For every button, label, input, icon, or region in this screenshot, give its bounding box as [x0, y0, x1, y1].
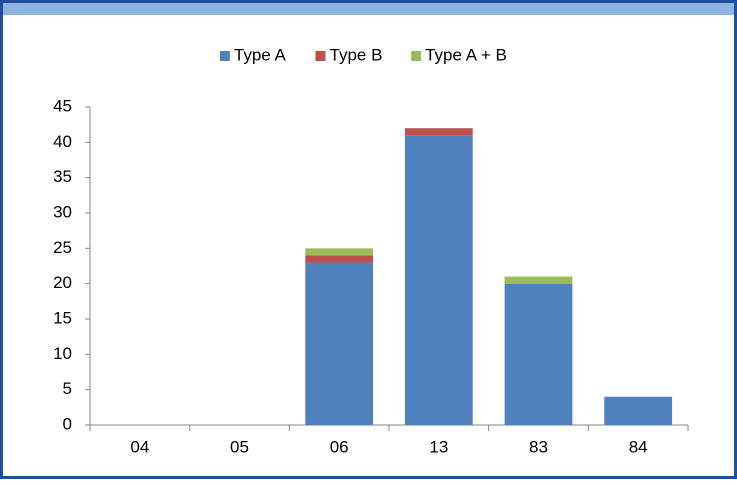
x-tick-label: 04	[130, 437, 149, 456]
y-tick-label: 45	[53, 96, 72, 115]
legend-swatch	[315, 51, 326, 61]
bar-segment	[404, 135, 473, 425]
y-tick-label: 30	[53, 202, 72, 221]
y-tick-label: 5	[63, 379, 72, 398]
x-tick-label: 06	[330, 437, 349, 456]
bar-segment	[305, 262, 374, 425]
legend-label: Type A + B	[425, 45, 507, 64]
bar-segment	[404, 128, 473, 136]
y-tick-label: 20	[53, 273, 72, 292]
bar-segment	[305, 255, 374, 263]
bar-segment	[504, 283, 573, 425]
legend-label: Type B	[330, 45, 383, 64]
y-tick-label: 15	[53, 308, 72, 327]
y-tick-label: 10	[53, 344, 72, 363]
legend-label: Type A	[234, 45, 287, 64]
y-tick-label: 35	[53, 167, 72, 186]
y-tick-label: 25	[53, 238, 72, 257]
bar-segment	[504, 276, 573, 284]
y-tick-label: 0	[63, 414, 72, 433]
x-tick-label: 05	[230, 437, 249, 456]
x-tick-label: 13	[429, 437, 448, 456]
legend-swatch	[411, 51, 422, 61]
legend-swatch	[219, 51, 230, 61]
bar-segment	[604, 396, 673, 425]
header-band	[0, 0, 737, 15]
y-tick-label: 40	[53, 132, 72, 151]
bar-segment	[305, 248, 374, 256]
x-tick-label: 83	[529, 437, 548, 456]
x-tick-label: 84	[629, 437, 648, 456]
